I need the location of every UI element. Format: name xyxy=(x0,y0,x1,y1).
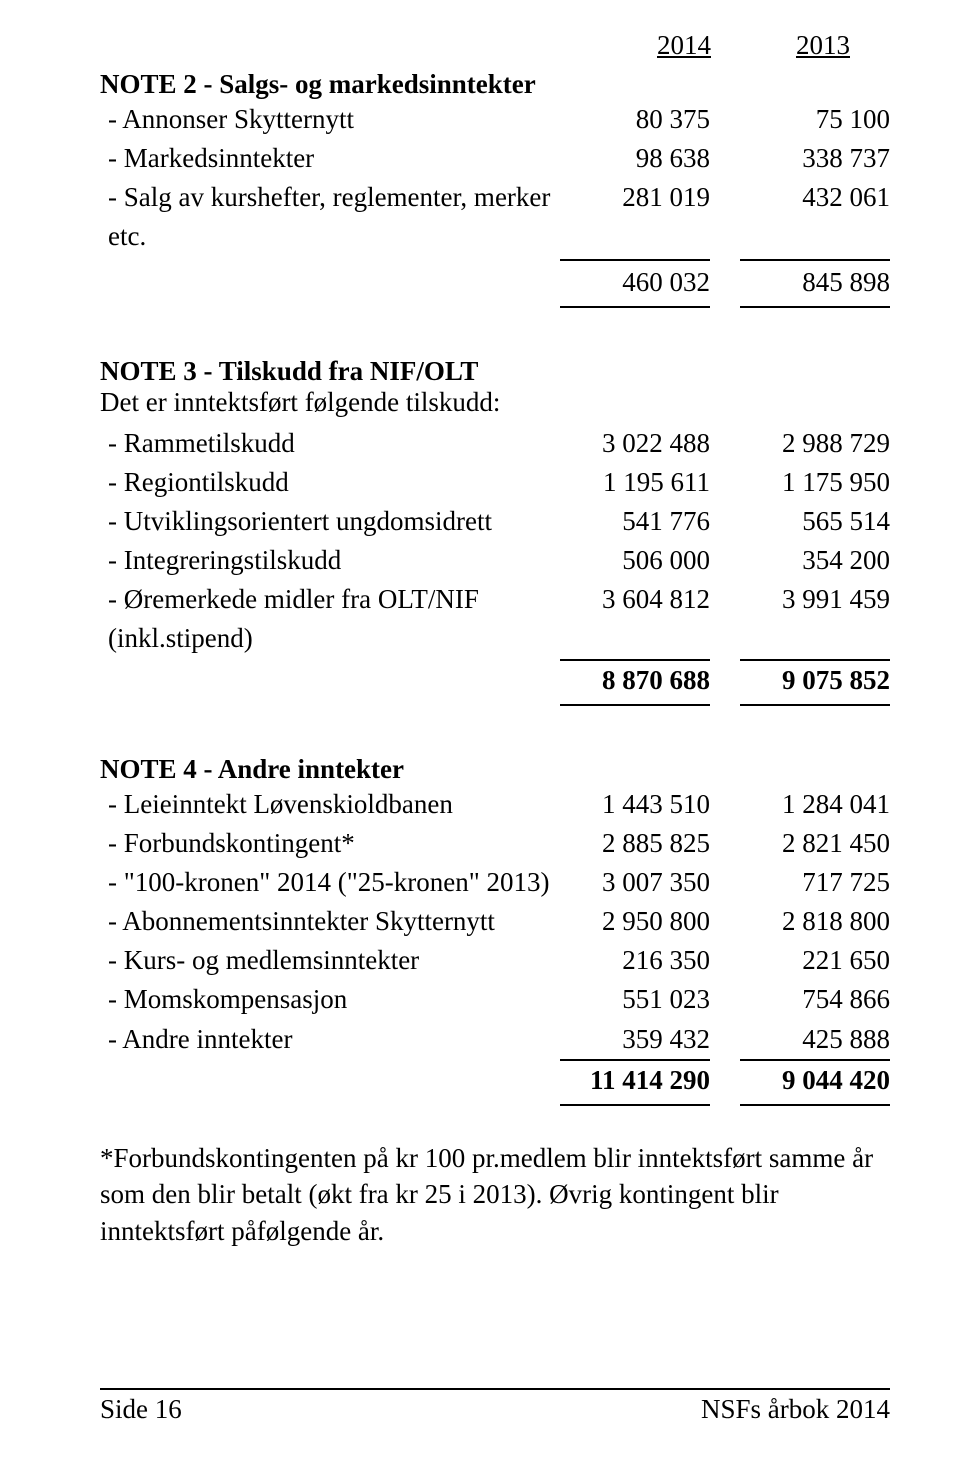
cell-2013: 75 100 xyxy=(740,100,890,139)
row-label: - Abonnementsinntekter Skytternytt xyxy=(100,902,560,941)
total-2014: 8 870 688 xyxy=(560,659,710,700)
cell-2013: 338 737 xyxy=(740,139,890,178)
cell-2013: 1 284 041 xyxy=(740,785,890,824)
table-row: - Markedsinntekter 98 638 338 737 xyxy=(100,139,890,178)
note3-total-row: 8 870 688 9 075 852 xyxy=(100,659,890,700)
cell-2013: 3 991 459 xyxy=(740,580,890,619)
note2-title: NOTE 2 - Salgs- og markedsinntekter xyxy=(100,69,890,100)
table-row: - Momskompensasjon 551 023 754 866 xyxy=(100,980,890,1019)
row-label: - Leieinntekt Løvenskioldbanen xyxy=(100,785,560,824)
row-label: - Momskompensasjon xyxy=(100,980,560,1019)
footer: Side 16 NSFs årbok 2014 xyxy=(100,1388,890,1425)
row-label: - Utviklingsorientert ungdomsidrett xyxy=(100,502,560,541)
note3-title: NOTE 3 - Tilskudd fra NIF/OLT xyxy=(100,356,890,387)
cell-2014: 216 350 xyxy=(560,941,710,980)
row-label: - "100-kronen" 2014 ("25-kronen" 2013) xyxy=(100,863,560,902)
row-label: - Øremerkede midler fra OLT/NIF (inkl.st… xyxy=(100,580,560,658)
table-row: - Integreringstilskudd 506 000 354 200 xyxy=(100,541,890,580)
total-2014: 11 414 290 xyxy=(560,1059,710,1100)
table-row: - Forbundskontingent* 2 885 825 2 821 45… xyxy=(100,824,890,863)
row-label: - Regiontilskudd xyxy=(100,463,560,502)
row-label: - Annonser Skytternytt xyxy=(100,100,560,139)
total-2013: 9 075 852 xyxy=(740,659,890,700)
cell-2013: 354 200 xyxy=(740,541,890,580)
cell-2013: 754 866 xyxy=(740,980,890,1019)
cell-2014: 1 443 510 xyxy=(560,785,710,824)
row-label: - Markedsinntekter xyxy=(100,139,560,178)
note3-subtitle: Det er inntektsført følgende tilskudd: xyxy=(100,387,890,418)
cell-2014: 506 000 xyxy=(560,541,710,580)
row-label: - Forbundskontingent* xyxy=(100,824,560,863)
row-label: - Rammetilskudd xyxy=(100,424,560,463)
total-2013: 9 044 420 xyxy=(740,1059,890,1100)
footer-source: NSFs årbok 2014 xyxy=(701,1394,890,1425)
footnote: *Forbundskontingenten på kr 100 pr.medle… xyxy=(100,1140,890,1249)
table-row: - Kurs- og medlemsinntekter 216 350 221 … xyxy=(100,941,890,980)
year-header: 2014 2013 xyxy=(100,30,890,61)
cell-2014: 551 023 xyxy=(560,980,710,1019)
table-row: - Øremerkede midler fra OLT/NIF (inkl.st… xyxy=(100,580,890,658)
table-row: - Andre inntekter 359 432 425 888 xyxy=(100,1020,890,1059)
cell-2013: 565 514 xyxy=(740,502,890,541)
row-label: - Kurs- og medlemsinntekter xyxy=(100,941,560,980)
table-row: - "100-kronen" 2014 ("25-kronen" 2013) 3… xyxy=(100,863,890,902)
cell-2013: 717 725 xyxy=(740,863,890,902)
total-2014: 460 032 xyxy=(560,259,710,302)
table-row: - Salg av kurshefter, reglementer, merke… xyxy=(100,178,890,256)
table-row: - Annonser Skytternytt 80 375 75 100 xyxy=(100,100,890,139)
table-row: - Abonnementsinntekter Skytternytt 2 950… xyxy=(100,902,890,941)
row-label: - Integreringstilskudd xyxy=(100,541,560,580)
cell-2013: 425 888 xyxy=(740,1020,890,1059)
note2-total-row: 460 032 845 898 xyxy=(100,257,890,302)
total-2013: 845 898 xyxy=(740,259,890,302)
cell-2014: 359 432 xyxy=(560,1020,710,1059)
cell-2014: 2 885 825 xyxy=(560,824,710,863)
cell-2014: 3 007 350 xyxy=(560,863,710,902)
table-row: - Regiontilskudd 1 195 611 1 175 950 xyxy=(100,463,890,502)
page: 2014 2013 NOTE 2 - Salgs- og markedsinnt… xyxy=(0,0,960,1457)
cell-2013: 432 061 xyxy=(740,178,890,217)
row-label: - Andre inntekter xyxy=(100,1020,560,1059)
cell-2013: 1 175 950 xyxy=(740,463,890,502)
cell-2014: 3 604 812 xyxy=(560,580,710,619)
note4-total-row: 11 414 290 9 044 420 xyxy=(100,1059,890,1100)
cell-2014: 1 195 611 xyxy=(560,463,710,502)
cell-2014: 281 019 xyxy=(560,178,710,217)
cell-2013: 2 988 729 xyxy=(740,424,890,463)
col-header-2014: 2014 xyxy=(657,30,711,61)
row-label: - Salg av kurshefter, reglementer, merke… xyxy=(100,178,560,256)
cell-2014: 2 950 800 xyxy=(560,902,710,941)
note4-title: NOTE 4 - Andre inntekter xyxy=(100,754,890,785)
cell-2014: 80 375 xyxy=(560,100,710,139)
cell-2014: 98 638 xyxy=(560,139,710,178)
cell-2013: 2 818 800 xyxy=(740,902,890,941)
cell-2013: 221 650 xyxy=(740,941,890,980)
table-row: - Leieinntekt Løvenskioldbanen 1 443 510… xyxy=(100,785,890,824)
cell-2014: 3 022 488 xyxy=(560,424,710,463)
cell-2014: 541 776 xyxy=(560,502,710,541)
cell-2013: 2 821 450 xyxy=(740,824,890,863)
table-row: - Utviklingsorientert ungdomsidrett 541 … xyxy=(100,502,890,541)
footer-page: Side 16 xyxy=(100,1394,182,1425)
table-row: - Rammetilskudd 3 022 488 2 988 729 xyxy=(100,424,890,463)
col-header-2013: 2013 xyxy=(796,30,850,61)
